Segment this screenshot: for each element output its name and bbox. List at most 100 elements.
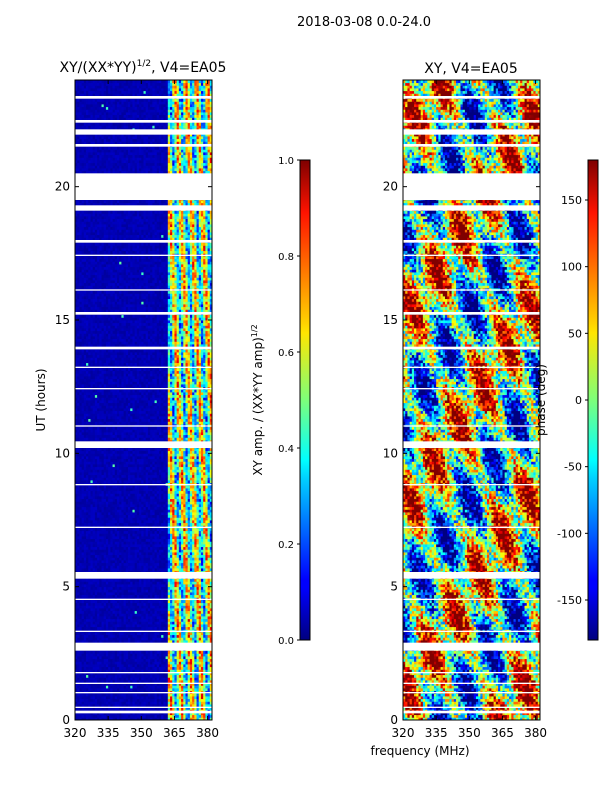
heatmap-cell bbox=[145, 637, 149, 641]
heatmap-cell bbox=[167, 632, 171, 636]
heatmap-cell bbox=[178, 610, 182, 614]
heatmap-cell bbox=[121, 661, 125, 665]
heatmap-cell bbox=[132, 688, 136, 692]
heatmap-cell bbox=[88, 672, 91, 676]
heatmap-cell bbox=[99, 698, 102, 702]
heatmap-cell bbox=[203, 669, 206, 673]
heatmap-cell bbox=[181, 696, 184, 700]
heatmap-cell bbox=[114, 605, 118, 609]
heatmap-cell bbox=[165, 634, 169, 638]
heatmap-cell bbox=[158, 682, 162, 686]
heatmap-cell bbox=[134, 693, 138, 697]
heatmap-cell bbox=[105, 608, 109, 612]
heatmap-cell bbox=[205, 701, 208, 705]
heatmap-cell bbox=[194, 666, 197, 670]
heatmap-cell bbox=[119, 600, 122, 604]
heatmap-cell bbox=[165, 706, 169, 710]
heatmap-cell bbox=[105, 698, 109, 702]
heatmap-cell bbox=[141, 608, 144, 612]
heatmap-cell bbox=[143, 685, 147, 689]
heatmap-cell bbox=[207, 594, 211, 598]
heatmap-cell bbox=[123, 712, 127, 716]
heatmap-cell bbox=[132, 666, 136, 670]
heatmap-cell bbox=[132, 592, 136, 596]
heatmap-cell bbox=[75, 666, 78, 670]
heatmap-cell bbox=[147, 650, 151, 654]
heatmap-cell bbox=[205, 664, 208, 668]
heatmap-cell bbox=[86, 653, 89, 657]
heatmap-cell bbox=[132, 680, 136, 684]
heatmap-cell bbox=[178, 632, 182, 636]
heatmap-cell bbox=[88, 605, 91, 609]
heatmap-cell bbox=[181, 666, 184, 670]
heatmap-cell bbox=[192, 650, 195, 654]
heatmap-cell bbox=[121, 688, 125, 692]
heatmap-cell bbox=[123, 621, 127, 625]
heatmap-cell bbox=[161, 682, 164, 686]
heatmap-cell bbox=[183, 608, 186, 612]
heatmap-cell bbox=[141, 680, 144, 684]
heatmap-cell bbox=[200, 637, 204, 641]
heatmap-cell bbox=[128, 682, 131, 686]
heatmap-cell bbox=[154, 661, 158, 665]
heatmap-cell bbox=[112, 594, 116, 598]
heatmap-cell bbox=[152, 682, 155, 686]
heatmap-cell bbox=[108, 592, 111, 596]
heatmap-cell bbox=[112, 664, 116, 668]
heatmap-cell bbox=[108, 664, 111, 668]
heatmap-cell bbox=[103, 634, 107, 638]
heatmap-cell bbox=[150, 592, 153, 596]
heatmap-cell bbox=[187, 661, 191, 665]
heatmap-cell bbox=[170, 613, 173, 617]
heatmap-cell bbox=[181, 610, 184, 614]
heatmap-cell bbox=[176, 717, 180, 721]
heatmap-cell bbox=[172, 618, 175, 622]
heatmap-cell bbox=[154, 704, 158, 708]
heatmap-cell bbox=[205, 672, 208, 676]
heatmap-cell bbox=[77, 717, 80, 721]
heatmap-cell bbox=[105, 616, 109, 620]
heatmap-cell bbox=[110, 624, 113, 628]
heatmap-cell bbox=[105, 640, 109, 644]
heatmap-cell bbox=[200, 669, 204, 673]
heatmap-cell bbox=[83, 688, 87, 692]
heatmap-cell bbox=[139, 672, 142, 676]
heatmap-cell bbox=[121, 594, 125, 598]
heatmap-cell bbox=[134, 677, 138, 681]
heatmap-cell bbox=[187, 656, 191, 660]
heatmap-cell bbox=[145, 701, 149, 705]
heatmap-cell bbox=[141, 696, 144, 700]
heatmap-cell bbox=[147, 661, 151, 665]
heatmap-cell bbox=[170, 594, 173, 598]
heatmap-cell bbox=[176, 632, 180, 636]
heatmap-cell bbox=[90, 624, 94, 628]
heatmap-cell bbox=[141, 682, 144, 686]
heatmap-cell bbox=[141, 664, 144, 668]
heatmap-cell bbox=[200, 602, 204, 606]
heatmap-cell bbox=[203, 608, 206, 612]
heatmap-cell bbox=[132, 664, 136, 668]
heatmap-cell bbox=[108, 602, 111, 606]
heatmap-cell bbox=[154, 592, 158, 596]
heatmap-cell bbox=[94, 706, 98, 710]
heatmap-cell bbox=[145, 685, 149, 689]
heatmap-cell bbox=[77, 610, 80, 614]
heatmap-cell bbox=[81, 693, 85, 697]
heatmap-cell bbox=[101, 693, 105, 697]
heatmap-cell bbox=[116, 677, 120, 681]
heatmap-cell bbox=[119, 680, 122, 684]
heatmap-cell bbox=[198, 680, 202, 684]
heatmap-cell bbox=[194, 696, 197, 700]
heatmap-cell bbox=[187, 626, 191, 630]
heatmap-cell bbox=[176, 608, 180, 612]
heatmap-cell bbox=[134, 594, 138, 598]
heatmap-cell bbox=[167, 669, 171, 673]
heatmap-cell bbox=[130, 704, 133, 708]
heatmap-cell bbox=[187, 624, 191, 628]
heatmap-cell bbox=[147, 704, 151, 708]
heatmap-cell bbox=[141, 677, 144, 681]
heatmap-cell bbox=[209, 653, 213, 657]
heatmap-cell bbox=[183, 682, 186, 686]
heatmap-cell bbox=[136, 613, 140, 617]
